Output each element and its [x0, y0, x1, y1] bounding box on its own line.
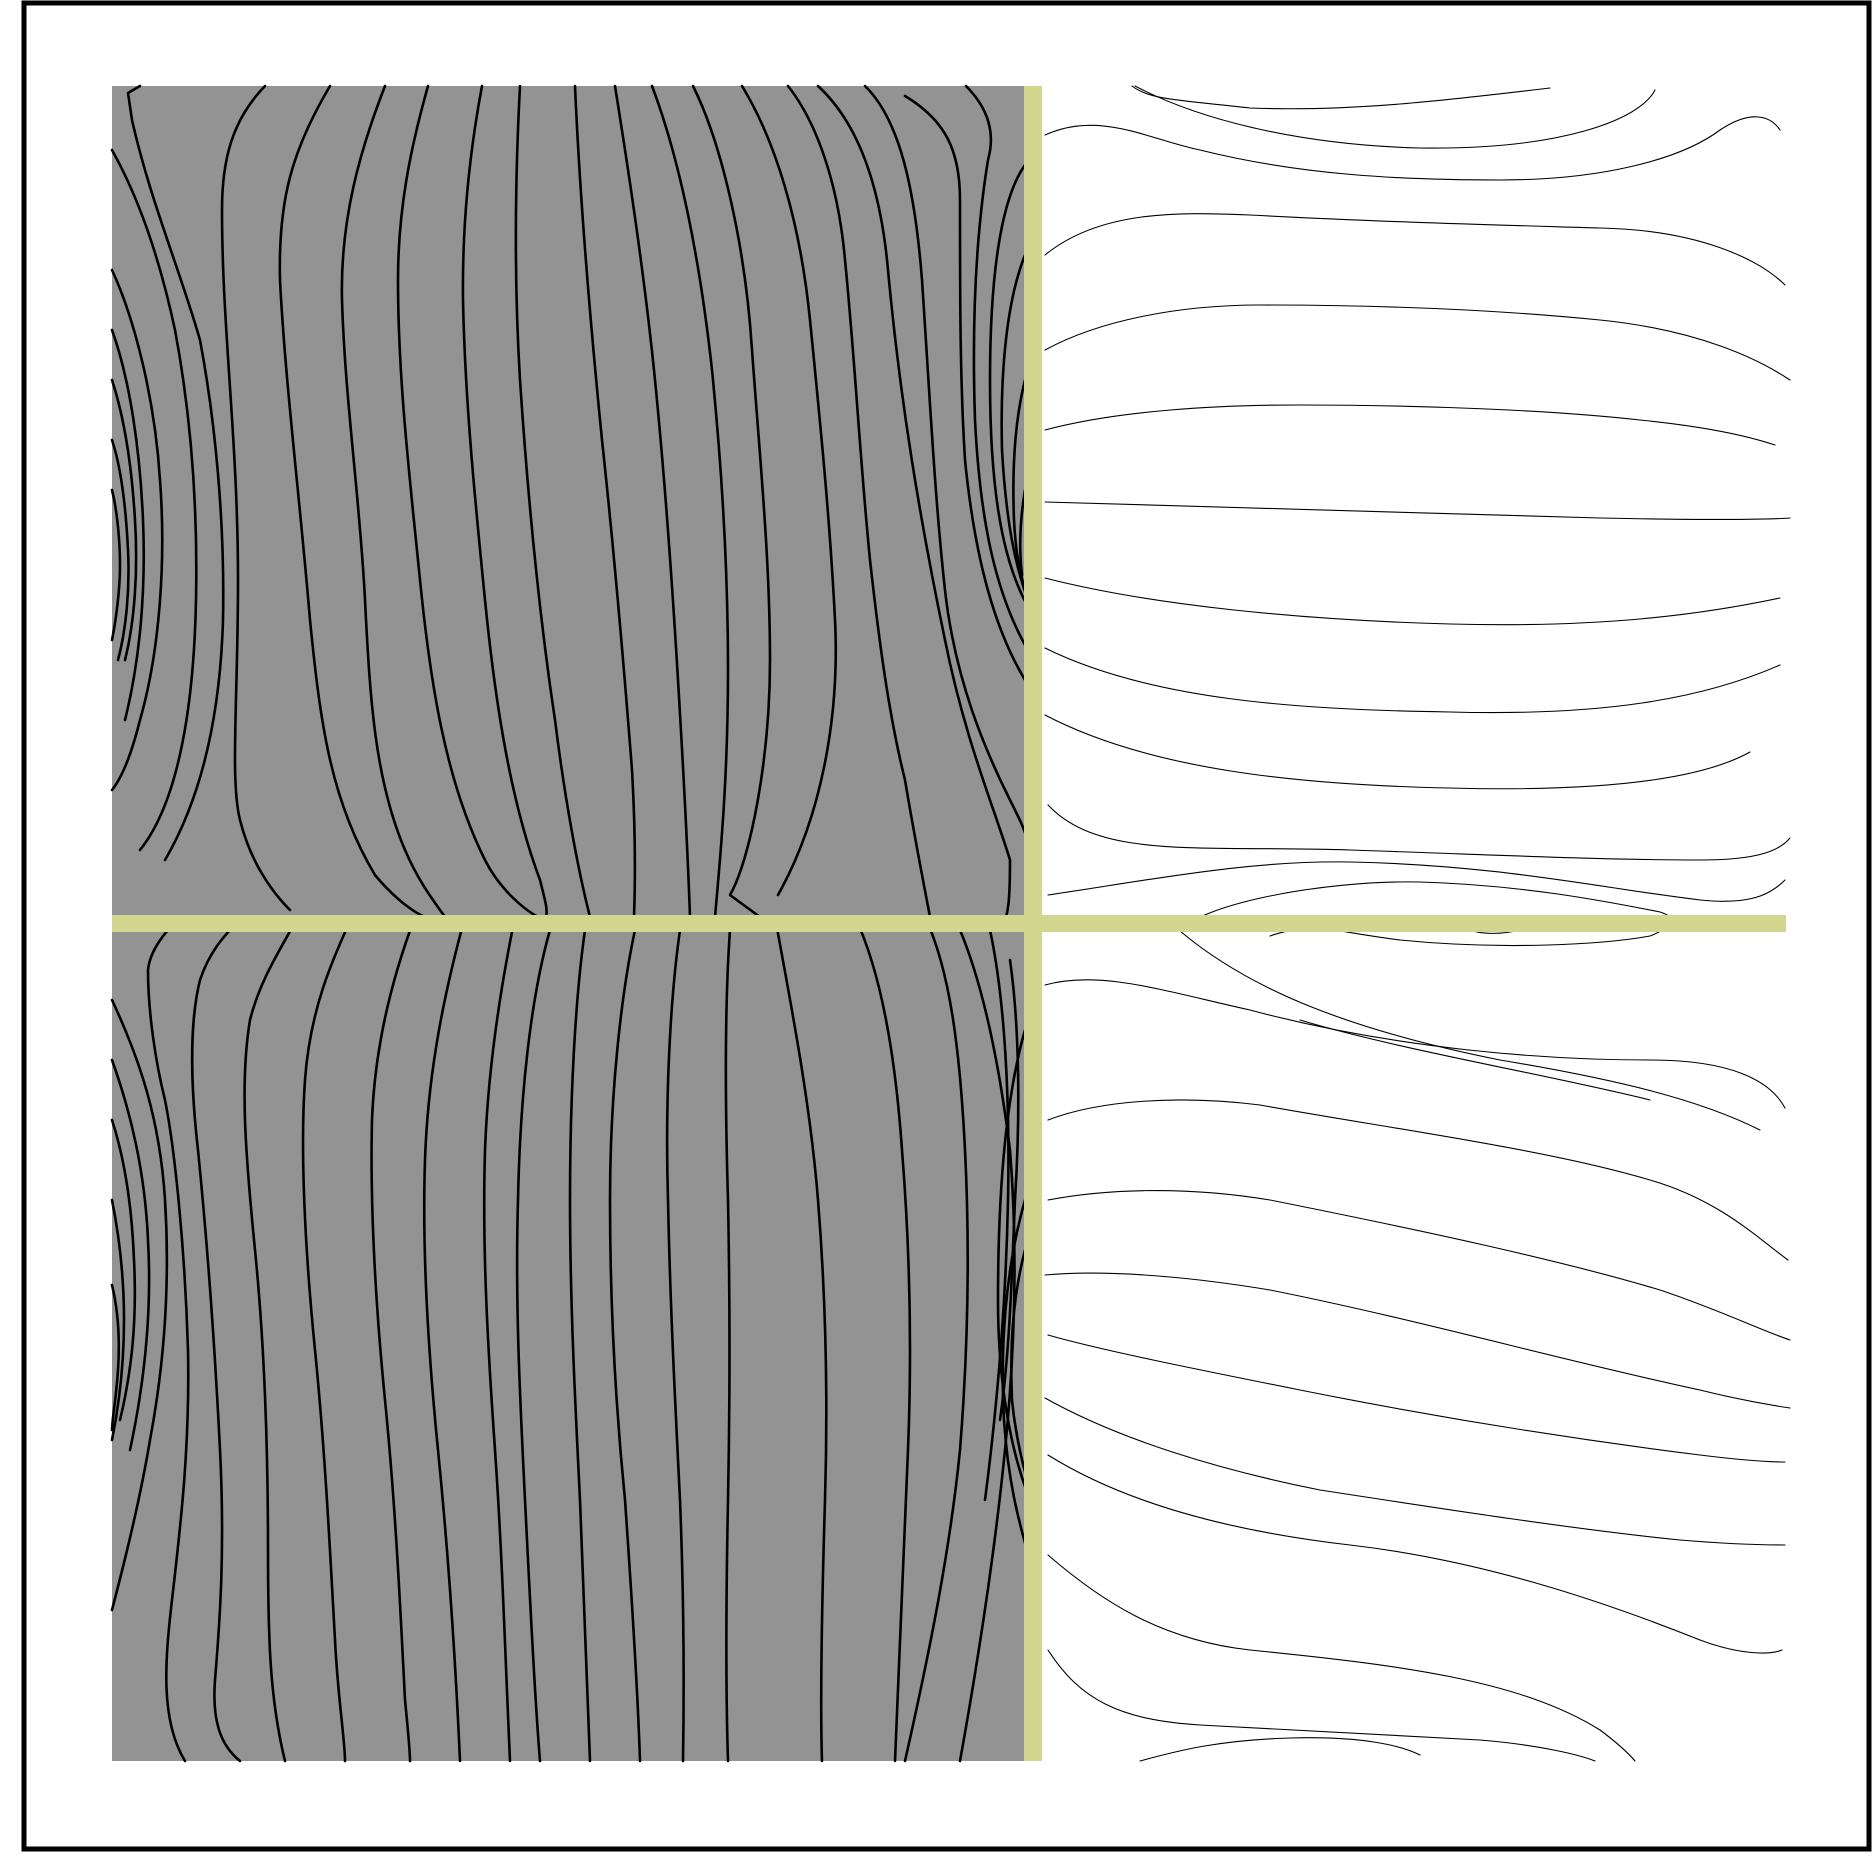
dark-streamline-bottom — [110, 1118, 137, 1422]
dark-streamline-top — [691, 84, 772, 919]
light-streamline — [1047, 804, 1791, 861]
light-streamline — [1134, 85, 1656, 149]
figure-frame — [21, 0, 1872, 1852]
light-streamline — [1044, 213, 1786, 286]
dark-streamline-top — [220, 84, 292, 912]
dark-streamline-top — [461, 84, 548, 919]
dark-streamline-top — [786, 84, 932, 919]
dark-streamline-bottom — [301, 915, 354, 1763]
dark-streamline-bottom — [1001, 1198, 1032, 1562]
dark-streamline-top — [1012, 378, 1032, 602]
dark-streamline-top — [396, 84, 540, 919]
light-streamline — [1044, 714, 1751, 790]
dark-streamline-bottom — [110, 1198, 126, 1442]
dark-streamline-bottom — [515, 928, 552, 1763]
light-streamline — [1047, 1649, 1596, 1762]
light-region-streamlines — [1044, 85, 1791, 1762]
dark-streamline-top — [816, 84, 1012, 919]
light-streamline — [1044, 116, 1781, 181]
light-streamline — [1044, 577, 1781, 626]
dark-streamline-bottom — [608, 928, 642, 1763]
dark-streamline-top — [740, 84, 838, 897]
dark-streamline-top — [863, 84, 1029, 842]
light-streamline — [1131, 85, 1551, 110]
dark-streamline-bottom — [1010, 1248, 1032, 1492]
dark-streamline-bottom — [243, 915, 300, 1763]
dark-streamline-top — [110, 268, 164, 792]
dark-streamline-top — [903, 94, 1027, 682]
dark-streamline-top — [964, 84, 1027, 647]
light-streamline — [1044, 979, 1786, 1109]
dark-streamline-top — [573, 84, 637, 919]
dark-streamline-bottom — [724, 928, 732, 1763]
dark-streamline-top — [340, 84, 447, 919]
light-streamline — [1044, 647, 1781, 714]
light-streamline — [1047, 1454, 1783, 1654]
light-streamline — [1044, 404, 1776, 446]
dark-streamline-bottom — [665, 928, 685, 1763]
dark-streamline-bottom — [110, 1058, 151, 1452]
dark-streamline-top — [988, 163, 1032, 612]
light-streamline — [1047, 1334, 1786, 1463]
dark-streamline-bottom — [422, 915, 467, 1763]
light-streamline — [1047, 861, 1786, 902]
dark-streamline-top — [110, 488, 122, 642]
dark-streamline-top — [278, 84, 427, 919]
dark-streamline-top — [110, 148, 198, 852]
dark-streamline-top — [110, 438, 130, 662]
light-streamline — [1044, 1397, 1786, 1546]
light-streamline — [1044, 501, 1791, 521]
light-streamline — [1047, 1189, 1791, 1341]
light-streamline — [1299, 1019, 1651, 1101]
dark-streamline-bottom — [996, 1028, 1032, 1502]
dark-streamline-bottom — [482, 915, 517, 1763]
light-streamline — [1139, 1737, 1421, 1762]
dark-region-streamlines — [110, 84, 1034, 1763]
dark-streamline-bottom — [110, 998, 169, 1612]
dark-streamline-bottom — [190, 915, 244, 1763]
light-streamline — [1044, 1272, 1791, 1409]
dark-streamline-top — [110, 378, 138, 662]
dark-streamline-bottom — [370, 915, 417, 1763]
dark-streamline-bottom — [903, 915, 970, 1763]
dark-streamline-bottom — [853, 915, 912, 1763]
dark-streamline-top — [110, 328, 146, 722]
dark-streamline-bottom — [983, 928, 1010, 1502]
dark-streamline-bottom — [773, 915, 828, 1763]
light-streamline — [1179, 930, 1761, 1131]
dark-streamline-bottom — [110, 1283, 121, 1432]
light-streamline — [1179, 881, 1672, 947]
dark-streamline-top — [1019, 488, 1027, 577]
dark-streamline-top — [514, 84, 592, 919]
dark-streamline-bottom — [568, 928, 592, 1763]
dark-streamline-top — [1000, 253, 1034, 612]
dark-streamline-top — [613, 84, 692, 919]
dark-streamline-top — [650, 84, 730, 919]
dark-streamline-top — [126, 84, 225, 862]
horizontal-interface-band — [112, 915, 1786, 932]
light-streamline — [1047, 1554, 1636, 1762]
dark-streamline-bottom — [146, 915, 190, 1763]
light-streamline — [1044, 304, 1791, 381]
dark-streamline-bottom — [998, 958, 1020, 1422]
light-streamline — [1047, 1099, 1789, 1261]
